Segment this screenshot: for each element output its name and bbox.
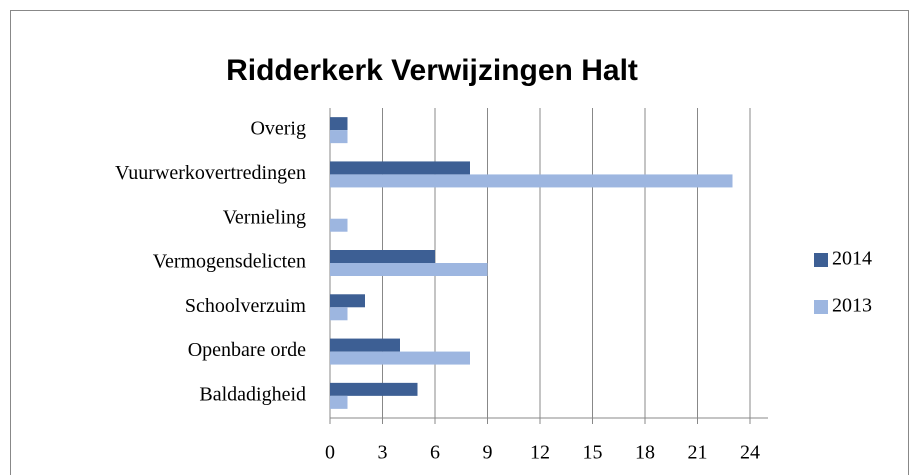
bar: [330, 338, 400, 352]
y-tick-label: Baldadigheid: [199, 383, 306, 405]
bar: [330, 117, 348, 131]
bar: [330, 382, 418, 396]
x-tick-label: 15: [583, 442, 603, 464]
y-tick-label: Vernieling: [223, 206, 306, 228]
x-tick-label: 6: [430, 442, 440, 464]
y-tick-label: Overig: [250, 118, 306, 140]
x-tick-label: 18: [635, 442, 655, 464]
bar: [330, 250, 435, 263]
x-tick-label: 12: [530, 442, 550, 464]
bar: [330, 294, 365, 308]
bar: [330, 351, 470, 365]
x-tick-label: 0: [325, 442, 335, 464]
y-tick-label: Vermogensdelicten: [153, 251, 306, 273]
legend-label: 2014: [832, 248, 872, 270]
chart-border: [10, 10, 909, 475]
y-tick-label: Schoolverzuim: [185, 295, 307, 317]
bar: [330, 218, 348, 232]
x-tick-label: 21: [688, 442, 708, 464]
bar: [330, 174, 733, 188]
bar: [330, 161, 470, 175]
bar: [330, 307, 348, 321]
bar: [330, 130, 348, 144]
legend-swatch: [814, 253, 828, 267]
bar: [330, 263, 488, 276]
x-tick-label: 24: [740, 442, 760, 464]
bar: [330, 395, 348, 409]
legend-swatch: [814, 300, 828, 314]
legend-label: 2013: [832, 295, 872, 317]
x-tick-label: 9: [483, 442, 493, 464]
chart-title: Ridderkerk Verwijzingen Halt: [226, 54, 638, 87]
y-tick-label: Vuurwerkovertredingen: [115, 162, 306, 184]
y-tick-label: Openbare orde: [188, 339, 306, 361]
x-tick-label: 3: [378, 442, 388, 464]
